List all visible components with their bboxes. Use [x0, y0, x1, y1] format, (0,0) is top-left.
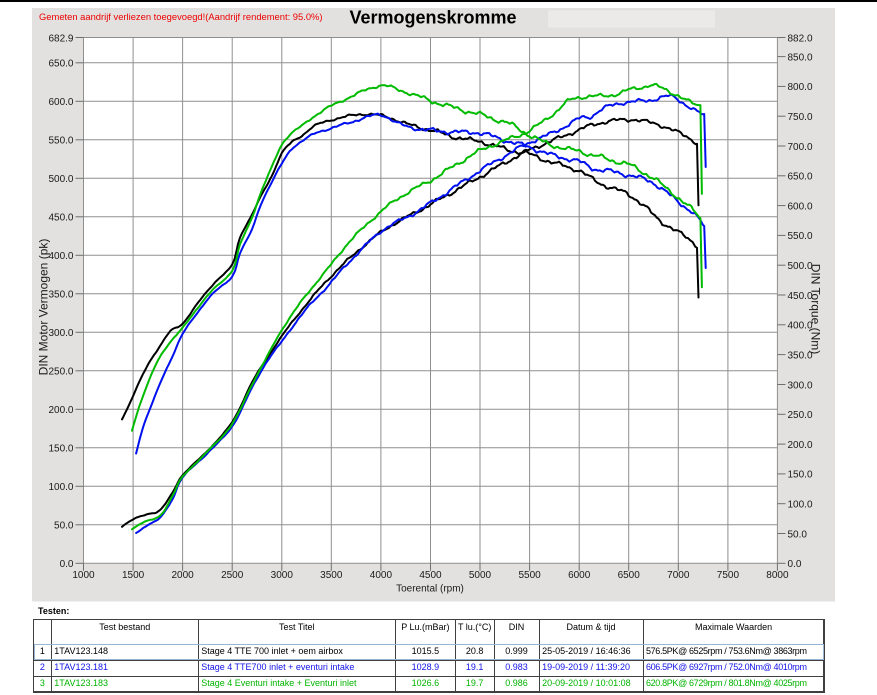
- svg-text:150.0: 150.0: [48, 444, 73, 455]
- svg-text:100.0: 100.0: [48, 482, 73, 493]
- svg-text:3500: 3500: [320, 570, 343, 581]
- svg-text:250.0: 250.0: [788, 410, 813, 421]
- svg-text:600.0: 600.0: [48, 97, 73, 108]
- svg-text:6000: 6000: [568, 570, 591, 581]
- svg-text:300.0: 300.0: [48, 328, 73, 339]
- svg-text:750.0: 750.0: [788, 112, 813, 123]
- svg-text:3000: 3000: [271, 570, 294, 581]
- svg-text:8000: 8000: [766, 570, 789, 581]
- svg-text:650.0: 650.0: [788, 172, 813, 183]
- svg-text:800.0: 800.0: [788, 82, 813, 93]
- svg-text:2000: 2000: [171, 570, 194, 581]
- svg-text:250.0: 250.0: [48, 367, 73, 378]
- svg-text:700.0: 700.0: [788, 142, 813, 153]
- svg-text:300.0: 300.0: [788, 380, 813, 391]
- svg-text:150.0: 150.0: [788, 470, 813, 481]
- svg-text:350.0: 350.0: [48, 290, 73, 301]
- svg-text:5000: 5000: [469, 570, 492, 581]
- svg-text:200.0: 200.0: [788, 440, 813, 451]
- svg-text:Gemeten aandrijf verliezen toe: Gemeten aandrijf verliezen toegevoegd!(A…: [39, 11, 323, 22]
- svg-text:650.0: 650.0: [48, 59, 73, 70]
- svg-text:DIN Torque (Nm): DIN Torque (Nm): [809, 264, 823, 354]
- svg-text:1500: 1500: [122, 570, 145, 581]
- svg-text:400.0: 400.0: [788, 321, 813, 332]
- svg-text:4500: 4500: [419, 570, 442, 581]
- svg-text:882.0: 882.0: [788, 33, 813, 44]
- svg-text:1000: 1000: [72, 570, 95, 581]
- svg-text:7500: 7500: [717, 570, 740, 581]
- svg-text:50.0: 50.0: [54, 521, 74, 532]
- svg-text:850.0: 850.0: [788, 52, 813, 63]
- svg-text:DIN Motor Vermogen (pk): DIN Motor Vermogen (pk): [36, 239, 50, 376]
- svg-text:400.0: 400.0: [48, 251, 73, 262]
- svg-text:Vermogenskromme: Vermogenskromme: [349, 8, 516, 28]
- svg-text:50.0: 50.0: [788, 529, 808, 540]
- svg-text:2500: 2500: [221, 570, 244, 581]
- svg-text:450.0: 450.0: [788, 291, 813, 302]
- svg-text:6500: 6500: [618, 570, 641, 581]
- svg-text:500.0: 500.0: [48, 174, 73, 185]
- svg-text:500.0: 500.0: [788, 261, 813, 272]
- svg-text:550.0: 550.0: [48, 136, 73, 147]
- svg-text:450.0: 450.0: [48, 213, 73, 224]
- svg-text:350.0: 350.0: [788, 350, 813, 361]
- svg-text:5500: 5500: [518, 570, 541, 581]
- svg-text:7000: 7000: [667, 570, 690, 581]
- svg-text:0.0: 0.0: [60, 559, 74, 570]
- svg-text:0.0: 0.0: [788, 559, 802, 570]
- svg-text:Toerental (rpm): Toerental (rpm): [396, 584, 464, 595]
- svg-text:100.0: 100.0: [788, 500, 813, 511]
- svg-text:550.0: 550.0: [788, 231, 813, 242]
- svg-text:600.0: 600.0: [788, 201, 813, 212]
- svg-text:4000: 4000: [370, 570, 393, 581]
- svg-text:200.0: 200.0: [48, 405, 73, 416]
- svg-text:682.9: 682.9: [48, 33, 73, 44]
